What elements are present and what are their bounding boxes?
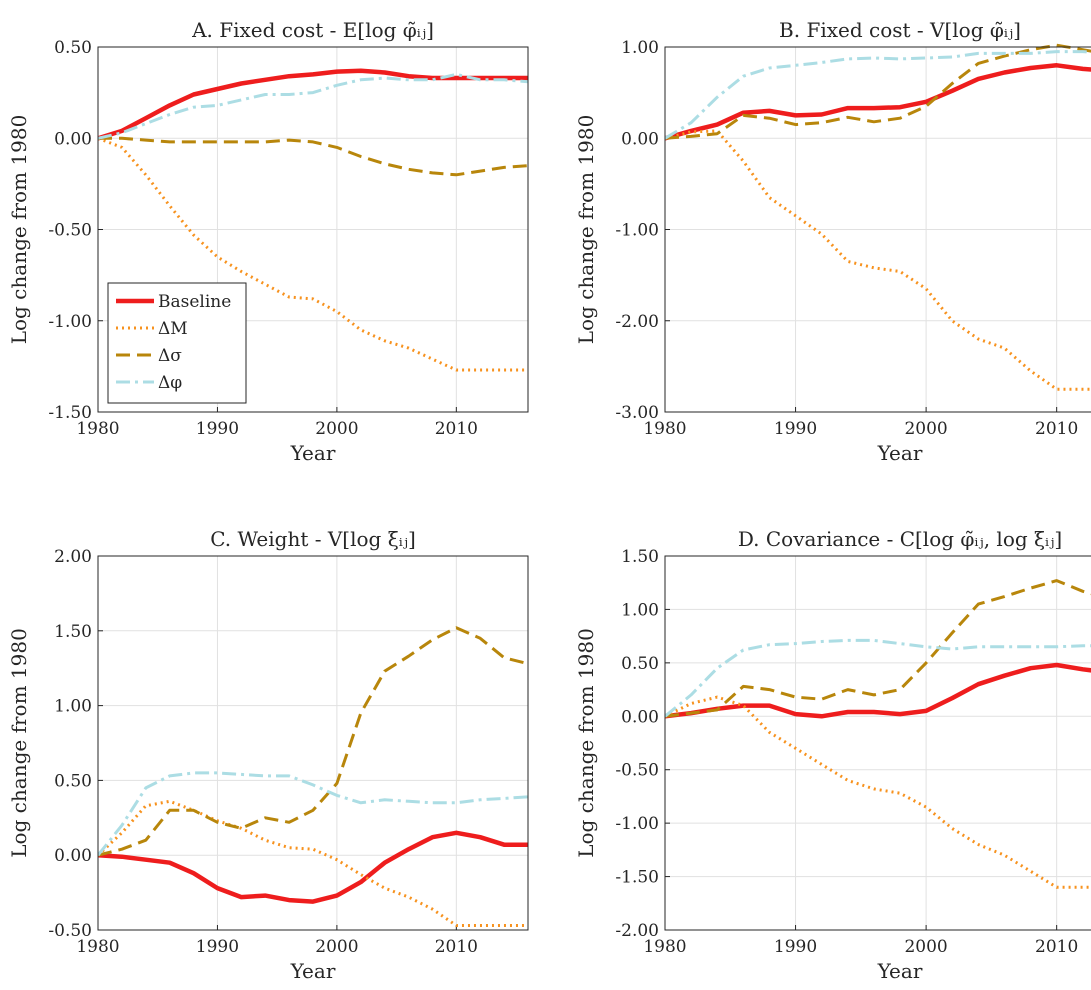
panel-c-ytick-label: 1.00 — [54, 697, 92, 717]
panel-d-series-baseline — [665, 662, 1091, 719]
panel-c-xlabel: Year — [290, 959, 336, 983]
panel-b-series-delta-phi — [665, 50, 1091, 140]
panel-b-ytick-label: 1.00 — [621, 38, 659, 58]
panel-d-xtick-label: 1980 — [643, 937, 686, 957]
panel-c-ytick-label: 2.00 — [54, 547, 92, 567]
panel-a-xtick-label: 2010 — [435, 419, 478, 439]
panel-a-series-delta-sigma — [98, 136, 528, 177]
panel-c-axes — [97, 555, 529, 931]
panel-c-xtick-label: 1990 — [196, 937, 239, 957]
panel-b-xtick-label: 2000 — [904, 419, 947, 439]
panel-d-ylabel: Log change from 1980 — [574, 628, 598, 858]
panel-b-title: B. Fixed cost - V[log φ̃ᵢⱼ] — [779, 18, 1021, 42]
panel-b-ylabel: Log change from 1980 — [574, 115, 598, 345]
legend-label: ΔM — [158, 319, 188, 339]
panel-d-xlabel: Year — [877, 959, 923, 983]
panel-b-xtick-label: 1990 — [774, 419, 817, 439]
panel-c-ytick-label: 1.50 — [54, 622, 92, 642]
panel-c: 1980 1990 2000 2010 2.00 1.50 1.00 0.50 0.00 -0.5… — [7, 527, 529, 983]
panel-a-axes — [97, 46, 529, 413]
panel-d-ytick-label: 0.00 — [621, 707, 659, 727]
panel-b-axes — [664, 46, 1091, 413]
panel-c-series-delta-phi — [98, 771, 528, 857]
panel-d-xtick-label: 2010 — [1035, 937, 1078, 957]
panel-c-title: C. Weight - V[log ξᵢⱼ] — [210, 527, 416, 551]
panel-b-series-delta-sigma — [665, 43, 1091, 140]
panel-a-ytick-label: -1.50 — [48, 403, 92, 423]
panel-b-series-baseline — [665, 63, 1091, 141]
panel-c-ytick-label: -0.50 — [48, 921, 92, 941]
panel-c-series-baseline — [98, 830, 528, 904]
panel-b-ytick-label: -2.00 — [615, 312, 659, 332]
panel-b-ytick-label: 0.00 — [621, 129, 659, 149]
panel-b-xtick-label: 1980 — [643, 419, 686, 439]
legend: Baseline ΔM Δσ Δφ — [107, 282, 247, 404]
panel-a-xtick-label: 2000 — [315, 419, 358, 439]
panel-c-ylabel: Log change from 1980 — [7, 628, 31, 858]
panel-c-series-delta-sigma — [98, 626, 528, 857]
panel-a-xlabel: Year — [290, 441, 336, 465]
panel-b-xtick-label: 2010 — [1035, 419, 1078, 439]
panel-a-ytick-label: 0.00 — [54, 129, 92, 149]
panel-a-ytick-label: 0.50 — [54, 38, 92, 58]
panel-d-ytick-label: -0.50 — [615, 761, 659, 781]
panel-d-xtick-label: 2000 — [904, 937, 947, 957]
panel-a: 1980 1990 2000 2010 0.50 0.00 -0.50 -1.00 -1.50 A… — [7, 18, 529, 465]
panel-d-ytick-label: -2.00 — [615, 921, 659, 941]
panel-a-xtick-label: 1980 — [76, 419, 119, 439]
panel-a-ytick-label: -0.50 — [48, 221, 92, 241]
panel-b-series-delta-m — [665, 129, 1091, 391]
panel-a-title: A. Fixed cost - E[log φ̃ᵢⱼ] — [191, 18, 434, 42]
panel-d-ytick-label: 0.50 — [621, 654, 659, 674]
panel-c-xtick-label: 2010 — [435, 937, 478, 957]
panel-d-xtick-label: 1990 — [774, 937, 817, 957]
panel-a-series-baseline — [98, 68, 528, 141]
panel-a-ylabel: Log change from 1980 — [7, 115, 31, 345]
panel-c-xtick-label: 1980 — [76, 937, 119, 957]
panel-d-ytick-label: -1.00 — [615, 814, 659, 834]
panel-a-series-delta-phi — [98, 72, 528, 140]
panel-c-series-delta-m — [98, 799, 528, 927]
panel-d-axes — [664, 555, 1091, 931]
panel-a-xtick-label: 1990 — [196, 419, 239, 439]
panel-d-ytick-label: 1.00 — [621, 600, 659, 620]
panel-b-ytick-label: -1.00 — [615, 221, 659, 241]
panel-d-ytick-label: 1.50 — [621, 547, 659, 567]
panel-d-series-delta-phi — [665, 638, 1091, 718]
panel-b-xlabel: Year — [877, 441, 923, 465]
panel-b: 1980 1990 2000 2010 1.00 0.00 -1.00 -2.00 -3.00 B… — [574, 18, 1091, 465]
panel-d-series-delta-sigma — [665, 579, 1091, 718]
panel-d-title: D. Covariance - C[log φ̃ᵢⱼ, log ξᵢⱼ] — [738, 527, 1062, 551]
panel-c-xtick-label: 2000 — [315, 937, 358, 957]
legend-label: Baseline — [158, 292, 231, 312]
panel-b-ytick-label: -3.00 — [615, 403, 659, 423]
panel-d-ytick-label: -1.50 — [615, 868, 659, 888]
panel-a-series-delta-m — [98, 136, 528, 372]
panel-d: 1980 1990 2000 2010 1.50 1.00 0.50 0.00 -0.50 -1.… — [574, 527, 1091, 983]
panel-c-ytick-label: 0.50 — [54, 771, 92, 791]
panel-d-series-delta-m — [665, 695, 1091, 889]
legend-label: Δφ — [158, 373, 182, 393]
panel-a-ytick-label: -1.00 — [48, 312, 92, 332]
legend-label: Δσ — [158, 346, 182, 366]
panel-c-ytick-label: 0.00 — [54, 846, 92, 866]
